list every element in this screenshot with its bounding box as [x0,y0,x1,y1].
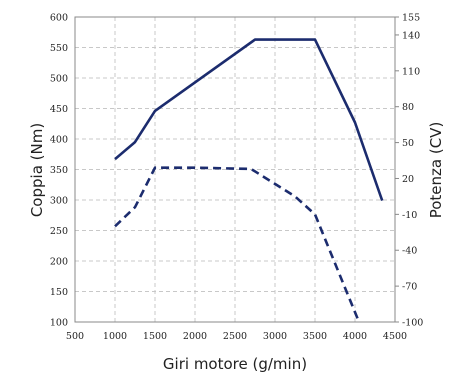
left-y-axis-ticks: 100 150 200 250 300 350 400 450 500 550 600 [50,13,68,329]
right-y-tick-label: 110 [402,66,420,77]
torque-line [114,38,384,202]
right-y-tick-label: 80 [402,102,414,113]
grid [75,17,395,322]
x-tick-label: 3500 [303,331,327,342]
left-y-tick-label: 500 [50,74,68,85]
left-y-tick-label: 550 [50,43,68,54]
x-axis-title: Giri motore (g/min) [163,355,307,373]
right-y-tick-label: -40 [402,246,417,257]
right-y-axis-ticks: -100 -70 -40 -10 20 50 80 110 140 155 [395,13,423,329]
x-tick-label: 2500 [223,331,247,342]
x-axis-ticks: 500 1000 1500 2000 2500 3000 3500 4000 4500 [66,331,407,342]
left-y-tick-label: 300 [50,196,68,207]
left-y-tick-label: 450 [50,104,68,115]
x-tick-label: 4500 [383,331,407,342]
x-tick-label: 1000 [103,331,127,342]
right-y-tick-label: -70 [402,282,417,293]
left-y-tick-label: 400 [50,135,68,146]
right-y-tick-label: 140 [402,30,420,41]
left-y-tick-label: 250 [50,226,68,237]
x-tick-label: 500 [66,331,84,342]
right-y-tick-label: 50 [402,138,414,149]
left-y-tick-label: 150 [50,287,68,298]
left-y-tick-label: 100 [50,318,68,329]
power-line [114,166,361,323]
x-tick-label: 3000 [263,331,287,342]
left-y-tick-label: 200 [50,257,68,268]
right-y-tick-label: -100 [402,318,423,329]
x-tick-label: 4000 [343,331,367,342]
plot-frame [74,16,396,323]
left-y-tick-label: 350 [50,165,68,176]
right-y-tick-label: 20 [402,174,414,185]
x-tick-label: 2000 [183,331,207,342]
left-y-tick-label: 600 [50,13,68,24]
series-lines [114,38,384,323]
x-tick-label: 1500 [143,331,167,342]
left-y-axis-title: Coppia (Nm) [28,123,46,217]
right-y-axis-title: Potenza (CV) [427,122,445,219]
right-y-tick-label: 155 [402,13,420,24]
right-y-tick-label: -10 [402,210,417,221]
